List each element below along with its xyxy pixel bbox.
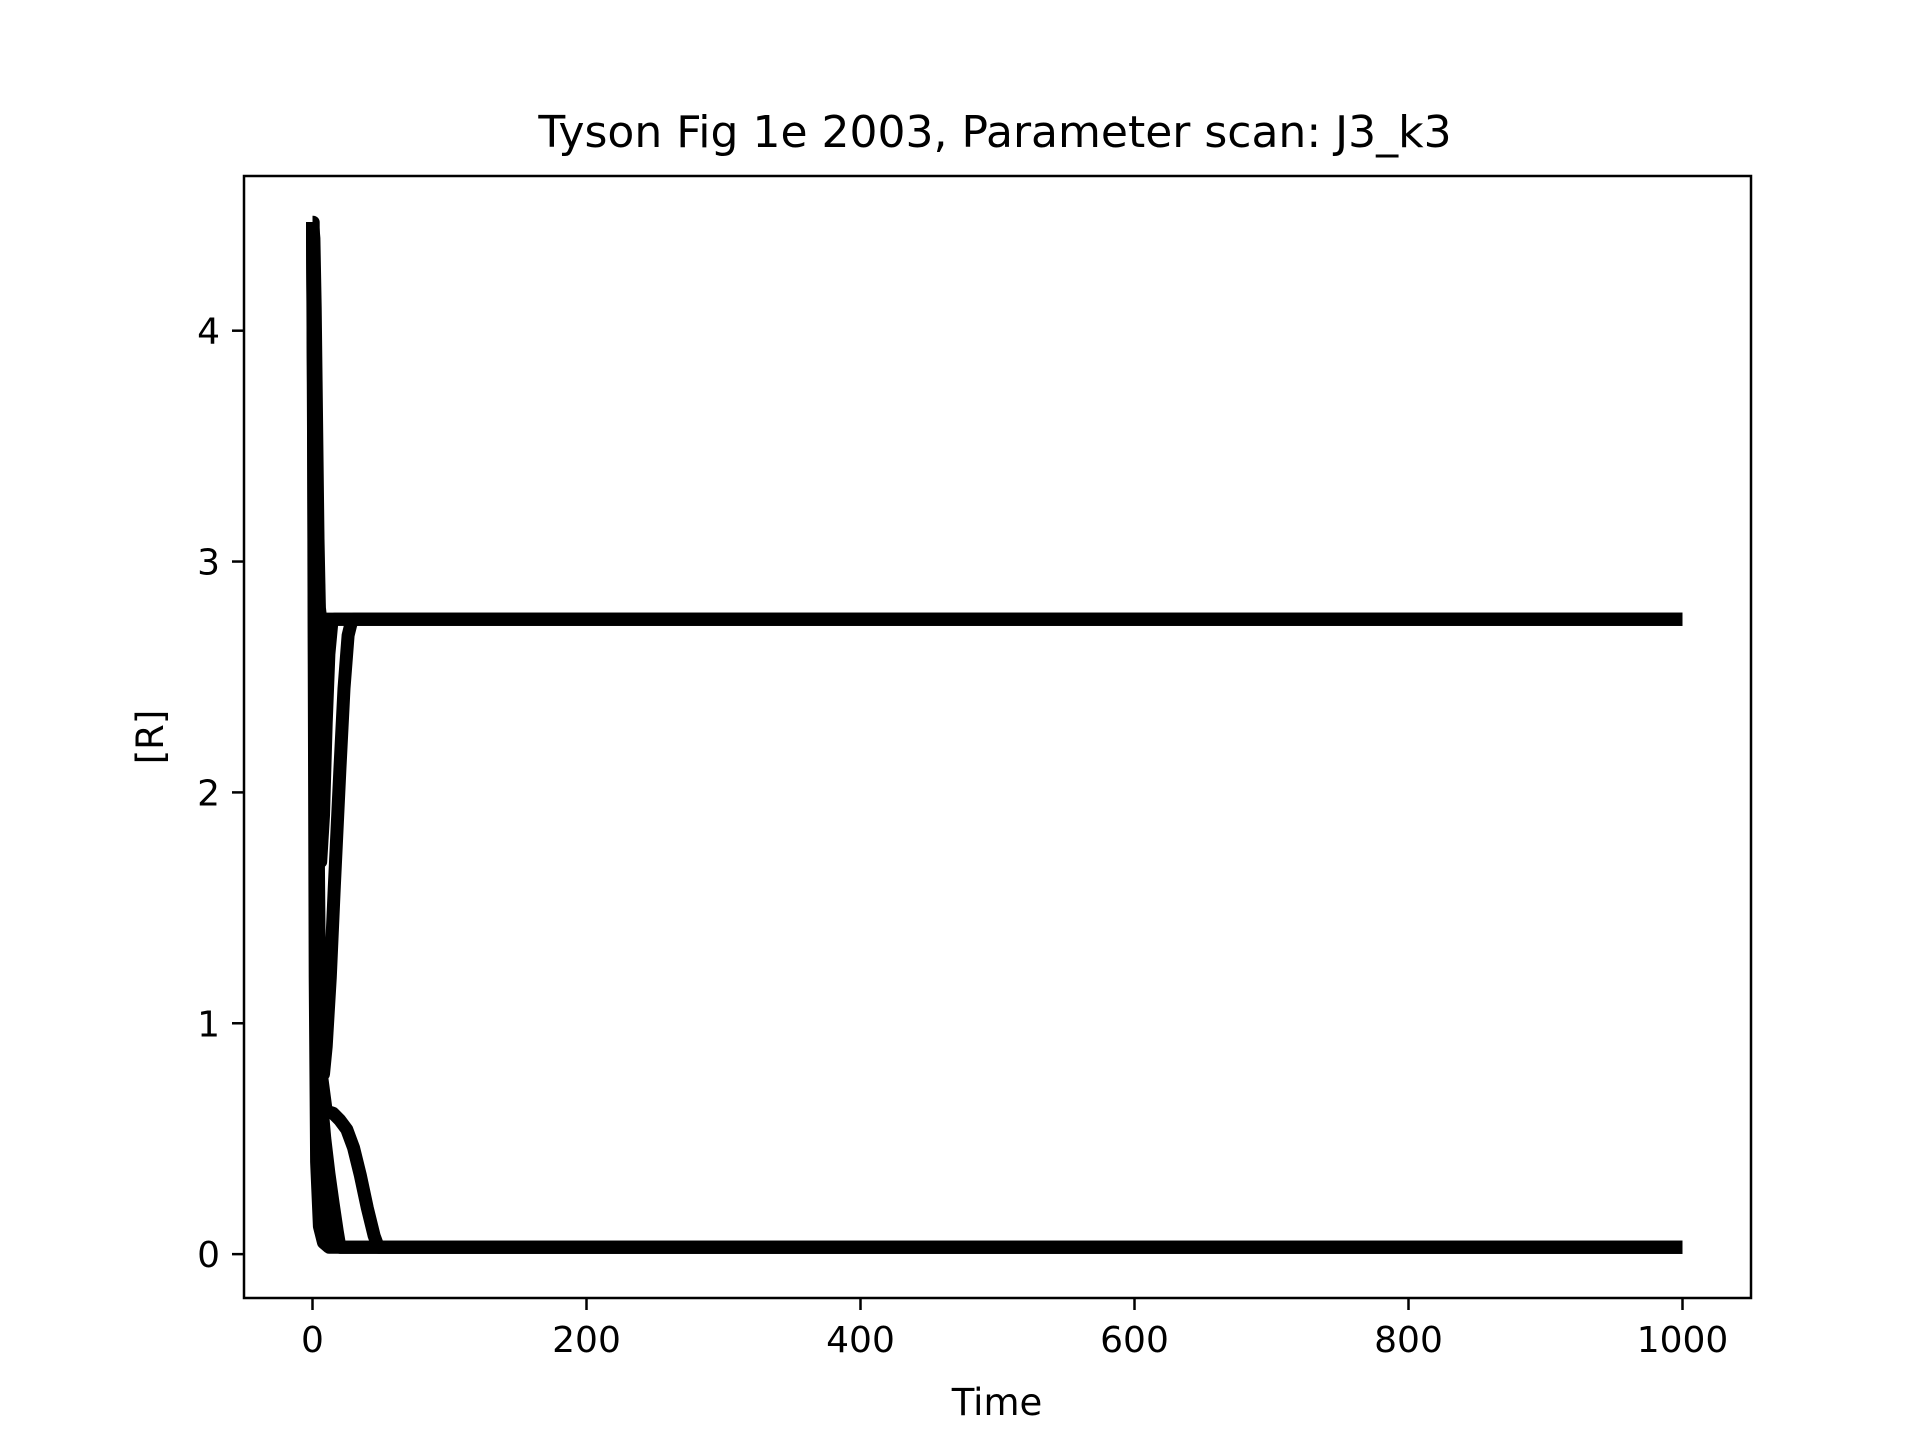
- y-tick-label: 2: [197, 773, 220, 814]
- series-layer: [306, 215, 1683, 1254]
- x-tick-label: 400: [826, 1320, 895, 1361]
- series-line-8: [306, 221, 1683, 626]
- x-axis: 0 200 400 600 800 1000: [301, 1298, 1728, 1361]
- x-tick-label: 200: [552, 1320, 621, 1361]
- y-tick-label: 3: [197, 543, 220, 584]
- y-tick-label: 0: [197, 1235, 220, 1276]
- y-tick-label: 1: [197, 1004, 220, 1045]
- x-tick-label: 800: [1374, 1320, 1443, 1361]
- y-axis: 0 1 2 3 4: [197, 312, 244, 1276]
- y-axis-label: [R]: [129, 710, 172, 765]
- x-tick-label: 600: [1100, 1320, 1169, 1361]
- x-tick-label: 0: [301, 1320, 324, 1361]
- y-tick-label: 4: [197, 312, 220, 353]
- x-tick-label: 1000: [1637, 1320, 1729, 1361]
- plot-frame: [242, 174, 1753, 1300]
- x-axis-label: Time: [951, 1381, 1043, 1424]
- chart-title: Tyson Fig 1e 2003, Parameter scan: J3_k3: [537, 107, 1451, 158]
